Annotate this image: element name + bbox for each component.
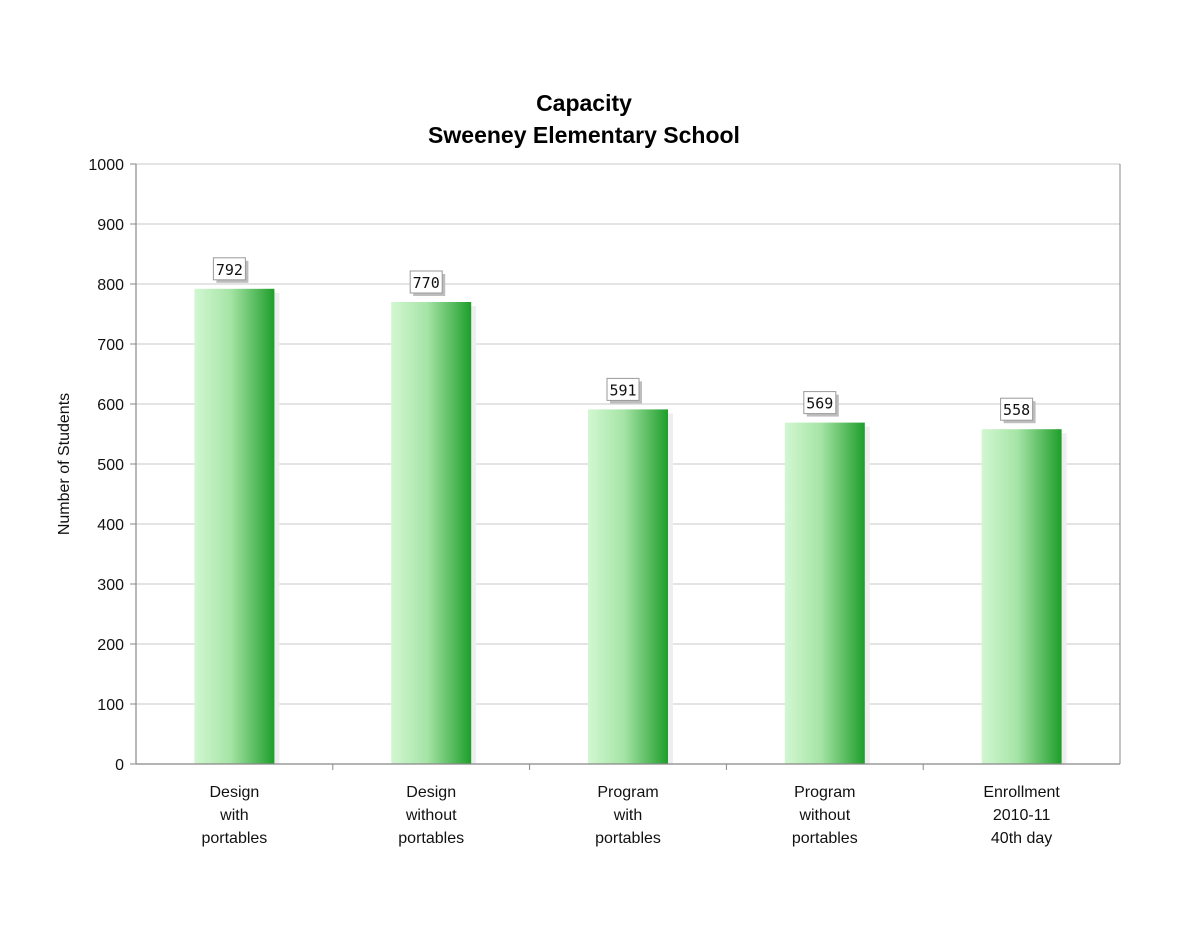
category-label: Program — [794, 784, 855, 801]
category-label: with — [613, 807, 642, 824]
y-tick-label: 300 — [97, 577, 124, 594]
y-tick-label: 900 — [97, 217, 124, 234]
category-label: portables — [792, 830, 858, 847]
y-tick-labels: 0 100 200 300 400 500 600 700 800 900 1000 — [88, 157, 124, 774]
data-label: 792 — [216, 261, 243, 279]
category-label: Enrollment — [983, 784, 1060, 801]
y-tick-label: 200 — [97, 637, 124, 654]
bar — [981, 429, 1062, 764]
data-label-box — [1000, 397, 1034, 421]
category-labels: Design with portables Design without portable… — [201, 784, 1060, 847]
y-tick-label: 1000 — [88, 157, 124, 174]
category-label: 40th day — [991, 830, 1052, 847]
data-label: 770 — [413, 274, 440, 292]
data-label-box — [409, 270, 443, 294]
category-label: portables — [398, 830, 464, 847]
category-label: without — [798, 807, 850, 824]
category-label: 2010-11 — [993, 807, 1051, 824]
data-label-box — [212, 257, 246, 281]
bar — [784, 422, 865, 764]
bar — [194, 288, 275, 764]
bars — [194, 288, 1067, 764]
y-tick-label: 600 — [97, 397, 124, 414]
y-tick-label: 100 — [97, 697, 124, 714]
bar — [588, 409, 668, 764]
chart-title-line-1: Capacity — [536, 90, 632, 116]
y-tick-label: 800 — [97, 277, 124, 294]
bar — [391, 302, 472, 764]
category-label: portables — [595, 830, 661, 847]
category-label: portables — [201, 830, 267, 847]
y-tick-label: 500 — [97, 457, 124, 474]
data-label: 591 — [609, 381, 636, 399]
y-axis-title: Number of Students — [56, 393, 73, 535]
category-label: without — [405, 807, 457, 824]
data-labels: 792 770 591 569 558 — [212, 257, 1036, 424]
data-label-box — [803, 391, 837, 415]
y-tick-label: 0 — [115, 757, 124, 774]
data-label: 558 — [1003, 401, 1030, 419]
axes — [135, 164, 1121, 770]
y-tick-label: 400 — [97, 517, 124, 534]
category-label: Program — [597, 784, 658, 801]
category-label: with — [219, 807, 248, 824]
category-label: Design — [406, 784, 456, 801]
data-label: 569 — [806, 395, 833, 413]
category-label: Design — [209, 784, 259, 801]
chart-title-line-2: Sweeney Elementary School — [428, 122, 740, 148]
data-label-box — [606, 377, 640, 401]
y-tick-label: 700 — [97, 337, 124, 354]
